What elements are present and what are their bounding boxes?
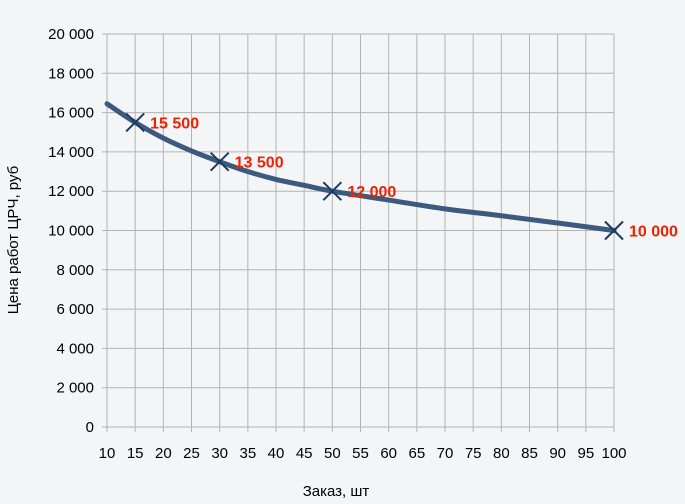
x-tick-label: 10	[99, 445, 116, 462]
marker-stroke	[125, 112, 145, 133]
marker-stroke	[604, 220, 624, 241]
x-tick-label: 65	[408, 445, 425, 462]
y-tick-label: 0	[86, 419, 94, 436]
x-tick-label: 45	[296, 445, 313, 462]
x-axis: 10 15 20 25 30 35 40 45 50 55 60 65 70 75 80 85 90 95 100	[99, 445, 627, 462]
y-tick-label: 2 000	[56, 380, 94, 397]
data-point-marker	[209, 152, 230, 172]
x-tick-label: 25	[183, 445, 200, 462]
x-tick-label: 85	[521, 445, 538, 462]
x-tick-label: 30	[211, 445, 228, 462]
y-axis-title: Цена работ ЦРЧ, руб	[5, 166, 22, 314]
data-label: 10 000	[629, 224, 678, 241]
data-label: 15 500	[150, 115, 199, 132]
x-tick-label: 15	[127, 445, 144, 462]
grid	[102, 33, 615, 432]
x-tick-label: 70	[437, 445, 454, 462]
data-label: 12 000	[347, 184, 396, 201]
y-tick-label: 16 000	[48, 105, 94, 122]
data-labels: 15 500 13 500 12 000 10 000	[150, 115, 678, 240]
x-axis-title: Заказ, шт	[303, 483, 370, 500]
series	[104, 101, 624, 241]
series-line	[104, 101, 617, 233]
y-tick-label: 12 000	[48, 183, 94, 200]
data-point-marker	[322, 181, 343, 201]
x-tick-label: 75	[465, 445, 482, 462]
data-label: 13 500	[235, 155, 284, 172]
y-tick-label: 6 000	[56, 301, 94, 318]
x-tick-label: 20	[155, 445, 172, 462]
y-tick-label: 8 000	[56, 262, 94, 279]
marker-stroke	[209, 152, 230, 172]
y-axis: 0 2 000 4 000 6 000 8 000 10 000 12 000 14 000 1…	[48, 26, 94, 436]
x-tick-label: 55	[352, 445, 369, 462]
y-tick-label: 18 000	[48, 65, 94, 82]
x-tick-label: 50	[324, 445, 341, 462]
y-tick-label: 4 000	[56, 340, 94, 357]
data-point-marker	[604, 220, 624, 241]
y-tick-label: 10 000	[48, 223, 94, 240]
x-tick-label: 90	[549, 445, 566, 462]
marker-stroke	[322, 181, 343, 201]
x-tick-label: 95	[577, 445, 594, 462]
y-tick-label: 20 000	[48, 26, 94, 43]
x-tick-label: 40	[268, 445, 285, 462]
x-tick-label: 60	[380, 445, 397, 462]
data-point-marker	[125, 112, 145, 133]
x-tick-label: 80	[493, 445, 510, 462]
x-tick-label: 100	[601, 445, 626, 462]
y-tick-label: 14 000	[48, 144, 94, 161]
x-tick-label: 35	[239, 445, 256, 462]
